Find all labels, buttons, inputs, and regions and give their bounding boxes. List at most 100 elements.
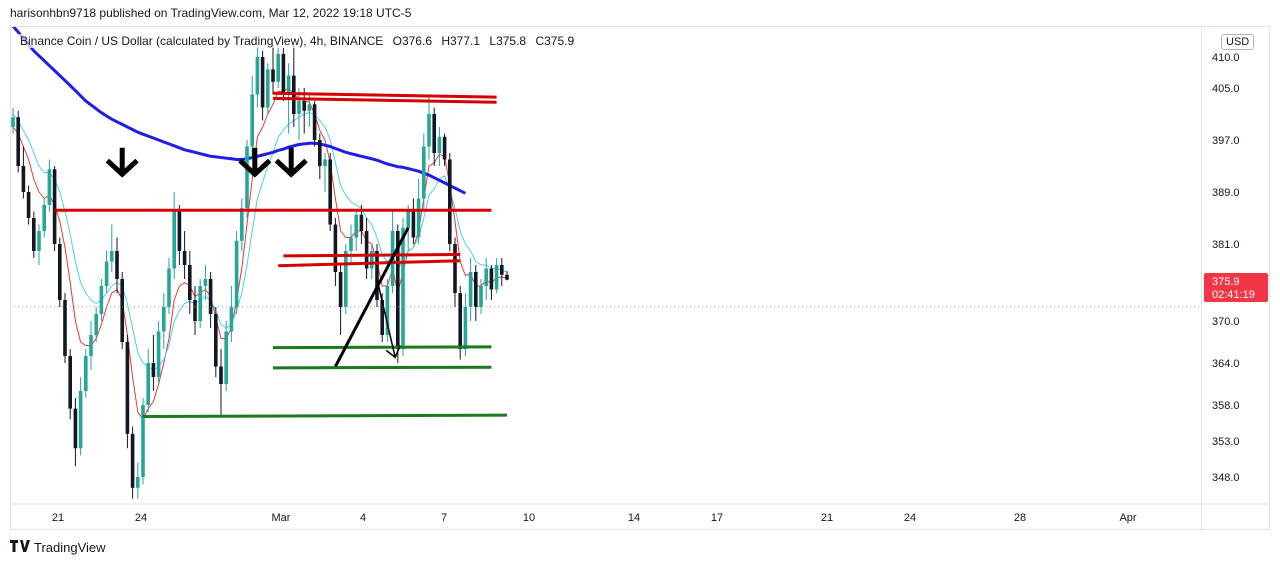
projection-arrow-shaft	[376, 278, 396, 358]
x-tick-label: 14	[628, 512, 640, 524]
candle-body	[344, 251, 348, 307]
candle-body	[110, 251, 114, 262]
projection-arrow-head	[385, 345, 401, 359]
tradingview-brand-label: TradingView	[34, 540, 106, 555]
candle-body	[240, 208, 244, 241]
candle-body	[432, 114, 436, 153]
support-line	[142, 413, 508, 419]
candle-body	[203, 279, 208, 286]
x-tick-label: 28	[1014, 512, 1026, 524]
candle-body	[234, 240, 239, 307]
candle-body	[437, 136, 442, 153]
candle-body	[16, 117, 20, 166]
down-arrow-icon	[105, 147, 139, 178]
symbol-legend: Binance Coin / US Dollar (calculated by …	[18, 34, 583, 48]
legend-low: L375.8	[489, 34, 527, 48]
legend-symbol: Binance Coin / US Dollar (calculated by …	[20, 34, 384, 48]
candle-body	[136, 477, 140, 488]
candle-body	[104, 261, 109, 286]
candle-body	[245, 146, 249, 209]
candle-body	[484, 268, 488, 286]
y-tick-label: 348.0	[1212, 472, 1240, 484]
candle-body	[453, 244, 457, 293]
y-tick-label: 389.0	[1212, 187, 1240, 199]
candle-body	[32, 218, 36, 251]
candle-body	[151, 363, 156, 377]
candle-body	[120, 279, 124, 342]
x-tick-label: 7	[441, 512, 447, 524]
x-tick-label: 21	[52, 512, 64, 524]
resistance-line	[278, 259, 461, 268]
price-scale[interactable]	[1202, 26, 1270, 530]
candle-body	[286, 75, 291, 95]
tradingview-logo-icon	[10, 540, 30, 555]
y-tick-label: 381.0	[1212, 239, 1240, 251]
candle-body	[89, 335, 93, 356]
candle-body	[328, 159, 332, 225]
candle-body	[468, 272, 473, 307]
x-tick-label: 24	[135, 512, 147, 524]
candle-body	[21, 166, 26, 192]
candle-body	[255, 57, 260, 95]
candle-body	[318, 140, 322, 166]
candle-body	[167, 268, 171, 307]
x-tick-label: 17	[711, 512, 723, 524]
candle-body	[214, 314, 218, 367]
candle-body	[281, 53, 286, 95]
candle-body	[130, 433, 135, 488]
candle-body	[364, 231, 369, 269]
chart-pane[interactable]	[10, 26, 1202, 530]
candle-body	[58, 244, 62, 300]
candle-body	[271, 69, 275, 82]
published-byline: harisonhbn9718 published on TradingView.…	[10, 6, 412, 20]
x-tick-label: Mar	[272, 512, 291, 524]
legend-high: H377.1	[441, 34, 481, 48]
candle-body	[349, 237, 353, 251]
currency-button[interactable]: USD	[1221, 34, 1255, 50]
y-tick-label: 397.0	[1212, 135, 1240, 147]
candle-body	[182, 251, 187, 265]
candle-body	[219, 366, 223, 384]
candle-body	[260, 57, 265, 108]
candle-body	[125, 342, 130, 434]
y-tick-label: 370.0	[1212, 316, 1240, 328]
resistance-line	[272, 91, 497, 99]
down-arrow-icon	[238, 147, 272, 178]
candle-body	[297, 101, 301, 114]
resistance-line	[283, 253, 461, 258]
candle-body	[115, 251, 119, 279]
candle-body	[479, 286, 483, 307]
candle-body	[427, 114, 431, 147]
candle-body	[193, 300, 197, 321]
candle-body	[11, 117, 15, 127]
candle-body	[177, 211, 182, 251]
down-arrow-icon	[274, 147, 308, 178]
plot-area	[11, 27, 1201, 499]
support-line	[272, 345, 492, 350]
support-line	[272, 365, 492, 370]
candle-body	[354, 214, 358, 238]
candle-body	[84, 356, 88, 391]
x-tick-label: 4	[360, 512, 366, 524]
candle-body	[422, 146, 426, 199]
candle-body	[463, 307, 468, 349]
candle-body	[162, 307, 166, 332]
y-tick-label: 410.0	[1212, 52, 1240, 64]
resistance-line	[272, 96, 497, 104]
price-tag	[1204, 273, 1268, 302]
candle-body	[370, 251, 374, 269]
y-tick-label: 405.0	[1212, 83, 1240, 95]
candle-body	[188, 265, 192, 300]
candle-body	[494, 265, 499, 290]
candle-body	[359, 214, 364, 231]
tradingview-brand: TradingView	[10, 540, 106, 555]
trend-line	[334, 227, 410, 368]
candle-body	[42, 205, 46, 231]
candle-body	[276, 53, 280, 82]
candle-body	[172, 211, 176, 269]
candle-body	[224, 331, 228, 384]
candle-body	[338, 272, 343, 307]
candle-body	[99, 286, 104, 314]
x-tick-label: 24	[904, 512, 916, 524]
